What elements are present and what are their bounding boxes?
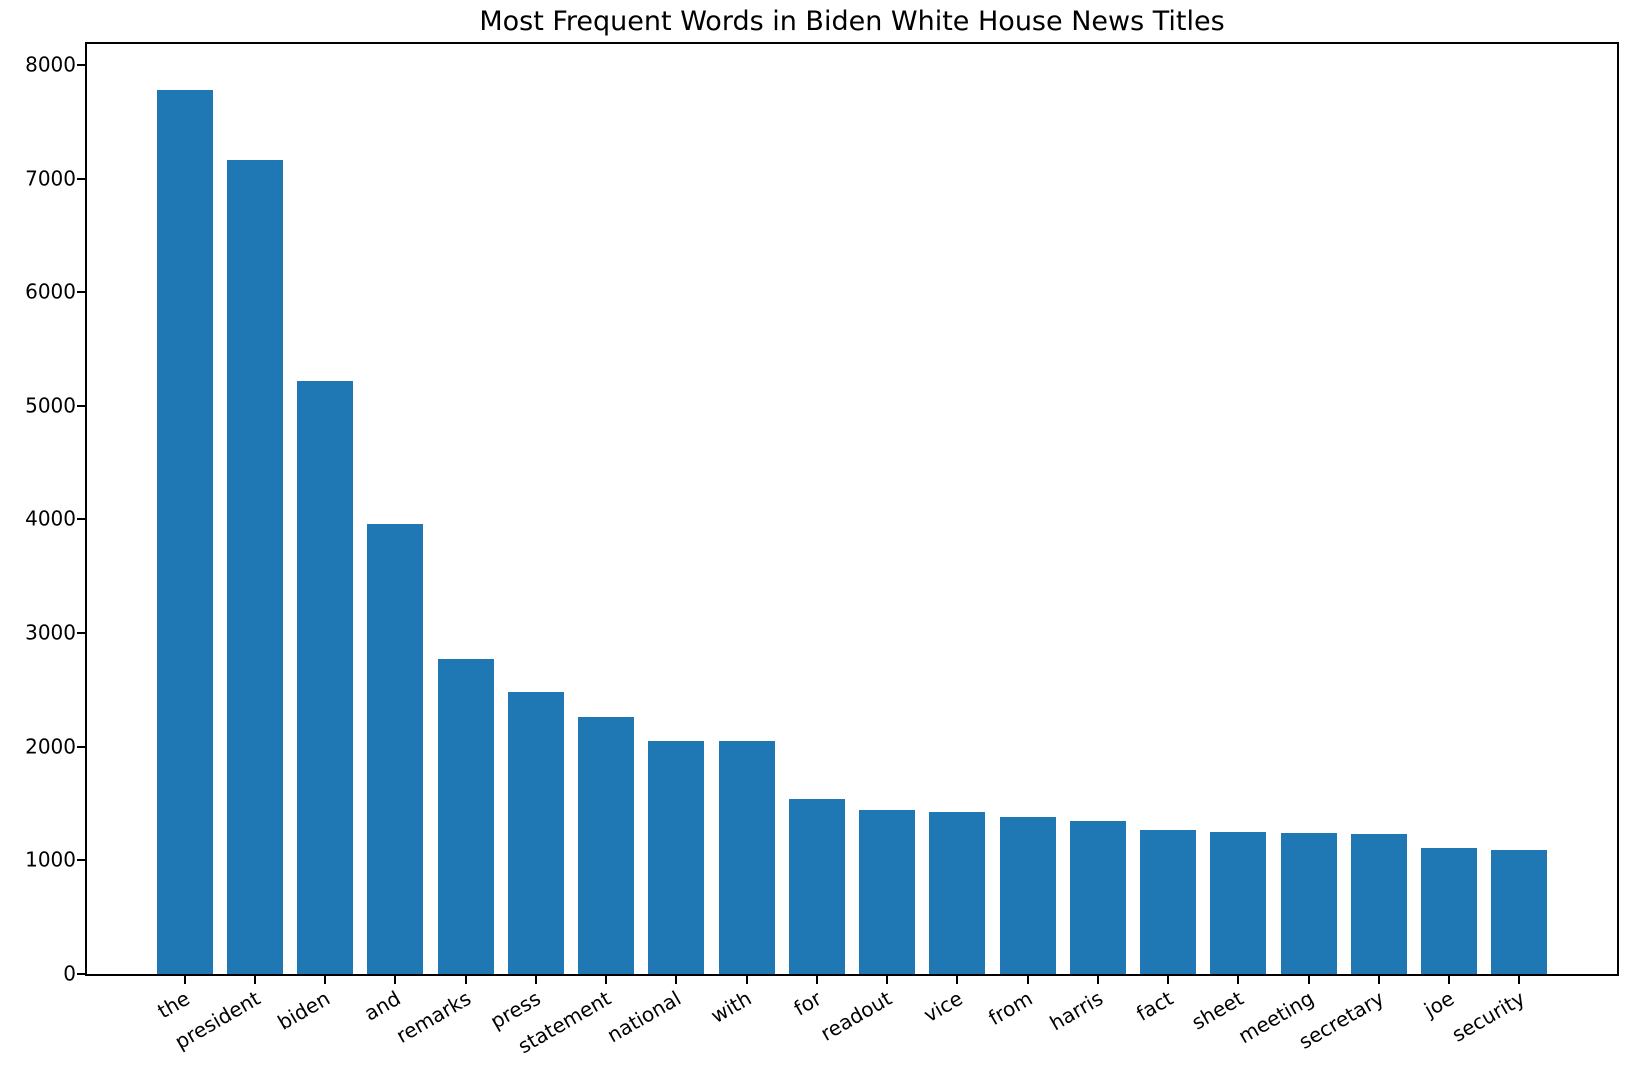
bar-remarks bbox=[437, 659, 494, 974]
x-tick-label-and: and bbox=[359, 986, 405, 1026]
bar-national bbox=[648, 741, 705, 974]
bar-statement bbox=[578, 717, 635, 974]
x-tick-mark bbox=[956, 976, 959, 984]
chart-title: Most Frequent Words in Biden White House… bbox=[479, 6, 1225, 37]
x-tick-mark bbox=[886, 976, 889, 984]
bar-with bbox=[718, 741, 775, 974]
x-tick-mark bbox=[253, 976, 256, 984]
bar-vice bbox=[929, 811, 986, 974]
x-tick-mark bbox=[183, 976, 186, 984]
y-tick-label: 0 bbox=[63, 961, 76, 986]
bar-president bbox=[226, 160, 283, 974]
x-tick-label-from: from bbox=[984, 986, 1037, 1031]
y-tick-mark bbox=[77, 632, 85, 635]
x-tick-mark bbox=[745, 976, 748, 984]
y-tick-label: 2000 bbox=[25, 733, 76, 758]
x-tick-mark bbox=[324, 976, 327, 984]
plot-area: 0 1000 2000 3000 4000 5000 6000 7000 8000 the pres… bbox=[25, 42, 1619, 1058]
bar-biden bbox=[297, 380, 354, 974]
x-tick-mark bbox=[1096, 976, 1099, 984]
y-tick-mark bbox=[77, 404, 85, 407]
x-tick-mark bbox=[1026, 976, 1029, 984]
x-tick-mark bbox=[1448, 976, 1451, 984]
bar-meeting bbox=[1280, 833, 1337, 974]
bar-and bbox=[367, 524, 424, 974]
x-tick-mark bbox=[1307, 976, 1310, 984]
x-tick-mark bbox=[1518, 976, 1521, 984]
x-tick-mark bbox=[534, 976, 537, 984]
y-tick-mark bbox=[77, 518, 85, 521]
bar-readout bbox=[859, 810, 916, 974]
x-tick-mark bbox=[394, 976, 397, 984]
x-tick-mark bbox=[605, 976, 608, 984]
y-tick-mark bbox=[77, 177, 85, 180]
bar-from bbox=[999, 817, 1056, 974]
x-tick-label-biden: biden bbox=[273, 986, 335, 1035]
bar-harris bbox=[1069, 820, 1126, 974]
x-tick-label-for: for bbox=[790, 986, 826, 1021]
bar-fact bbox=[1140, 830, 1197, 974]
x-tick-label-national: national bbox=[603, 986, 686, 1048]
y-tick-mark bbox=[77, 63, 85, 66]
y-tick-mark bbox=[77, 745, 85, 748]
y-tick-mark bbox=[77, 291, 85, 294]
x-tick-label-readout: readout bbox=[816, 986, 897, 1046]
y-tick-label: 8000 bbox=[25, 52, 76, 77]
y-tick-label: 4000 bbox=[25, 506, 76, 531]
x-tick-label-the: the bbox=[153, 986, 194, 1024]
x-tick-label-vice: vice bbox=[919, 986, 967, 1028]
x-tick-mark bbox=[1237, 976, 1240, 984]
y-tick-label: 6000 bbox=[25, 279, 76, 304]
bar-sheet bbox=[1210, 831, 1267, 974]
x-tick-mark bbox=[464, 976, 467, 984]
y-tick-label: 1000 bbox=[25, 847, 76, 872]
bar-secretary bbox=[1350, 834, 1407, 974]
y-tick-label: 3000 bbox=[25, 620, 76, 645]
x-tick-label-harris: harris bbox=[1045, 986, 1107, 1036]
x-tick-label-security: security bbox=[1447, 986, 1529, 1047]
x-tick-mark bbox=[1167, 976, 1170, 984]
x-tick-mark bbox=[815, 976, 818, 984]
bar-press bbox=[507, 692, 564, 974]
bar-the bbox=[156, 89, 213, 974]
x-tick-mark bbox=[1377, 976, 1380, 984]
bar-for bbox=[788, 799, 845, 974]
x-tick-label-joe: joe bbox=[1420, 986, 1459, 1022]
y-tick-label: 5000 bbox=[25, 393, 76, 418]
y-tick-mark bbox=[77, 859, 85, 862]
bar-security bbox=[1491, 850, 1548, 974]
bar-joe bbox=[1421, 847, 1478, 974]
x-tick-mark bbox=[675, 976, 678, 984]
x-tick-label-with: with bbox=[706, 986, 756, 1029]
x-tick-label-fact: fact bbox=[1132, 986, 1178, 1026]
y-tick-label: 7000 bbox=[25, 165, 76, 190]
y-tick-mark bbox=[77, 973, 85, 975]
x-tick-label-remarks: remarks bbox=[391, 986, 475, 1048]
